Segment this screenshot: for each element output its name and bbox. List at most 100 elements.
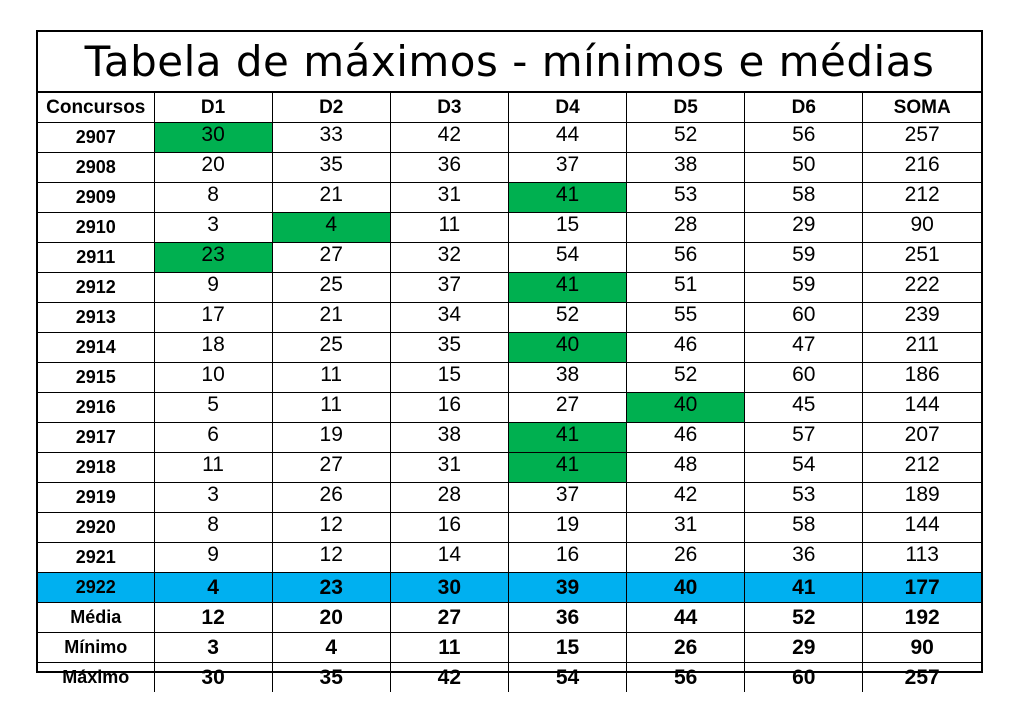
draw-cell-d6: 45 <box>744 392 864 423</box>
cell-text: 8 <box>207 182 219 206</box>
cell-text: 46 <box>673 422 698 446</box>
cell-text: 2922 <box>75 577 116 597</box>
cell-text: 14 <box>437 542 462 566</box>
cell-text: 2921 <box>75 547 116 567</box>
cell-text: 46 <box>673 332 698 356</box>
cell-text: 41 <box>555 422 580 446</box>
cell-text: 207 <box>904 422 940 446</box>
draw-cell-d5: 40 <box>626 572 746 603</box>
draw-cell-d4: 16 <box>507 542 628 573</box>
table-row: 2917 6 19 38 41 46 57 207 <box>38 422 981 453</box>
table-row: 2909 8 21 31 41 53 58 212 <box>38 182 981 213</box>
draw-cell-d2: 11 <box>271 392 391 423</box>
soma-cell: 90 <box>862 632 981 663</box>
soma-cell: 222 <box>862 272 981 303</box>
concurso-code: 2911 <box>38 242 155 273</box>
draw-cell-d5: 53 <box>626 182 746 213</box>
cell-text: 16 <box>555 542 580 566</box>
table-row: 2912 9 25 37 41 51 59 222 <box>38 272 981 303</box>
draw-cell-d5: 51 <box>626 272 746 303</box>
draw-cell-d2: 4 <box>271 632 391 663</box>
draw-cell-d5: 46 <box>626 332 746 363</box>
draw-cell-d5: 26 <box>626 542 746 573</box>
draw-cell-d6: 59 <box>744 272 864 303</box>
cell-text: 58 <box>792 182 816 206</box>
stat-row: Mínimo 3 4 11 15 26 29 90 <box>38 632 981 663</box>
soma-cell: 207 <box>862 422 981 453</box>
cell-text: 41 <box>555 452 580 476</box>
cell-text: 189 <box>904 482 940 506</box>
cell-text: 25 <box>319 272 343 296</box>
cell-text: 36 <box>437 152 462 176</box>
draw-cell-d2: 19 <box>271 422 391 453</box>
draw-cell-d4: 37 <box>507 152 628 183</box>
draw-cell-d2: 26 <box>271 482 391 513</box>
draw-cell-d6: 54 <box>744 452 864 483</box>
table-row: 2915 10 11 15 38 52 60 186 <box>38 362 981 393</box>
draw-cell-d4: 38 <box>507 362 628 393</box>
cell-text: 23 <box>319 575 343 599</box>
cell-text: 38 <box>673 152 698 176</box>
cell-text: 257 <box>904 122 940 146</box>
cell-text: 47 <box>792 332 816 356</box>
cell-text: 53 <box>673 182 698 206</box>
cell-text: 37 <box>555 482 580 506</box>
draw-cell-d4: 15 <box>507 632 628 663</box>
draw-cell-d1: 30 <box>153 122 273 153</box>
draw-cell-d3: 30 <box>389 572 509 603</box>
soma-cell: 239 <box>862 302 981 333</box>
cell-text: 55 <box>673 302 698 326</box>
draw-cell-d3: 11 <box>389 632 509 663</box>
concurso-code: 2918 <box>38 452 155 483</box>
cell-text: 18 <box>201 332 225 356</box>
cell-text: 2911 <box>76 247 116 267</box>
draw-cell-d4: 44 <box>507 122 628 153</box>
cell-text: 11 <box>438 212 461 236</box>
table-row: 2913 17 21 34 52 55 60 239 <box>38 302 981 333</box>
draw-cell-d1: 12 <box>153 602 273 633</box>
concurso-code: 2917 <box>38 422 155 453</box>
cell-text: 212 <box>904 452 940 476</box>
draw-cell-d3: 16 <box>389 512 509 543</box>
draw-cell-d2: 27 <box>271 452 391 483</box>
draw-cell-d5: 28 <box>626 212 746 243</box>
cell-text: 48 <box>673 452 698 476</box>
cell-text: 34 <box>437 302 462 326</box>
cell-text: 2916 <box>75 397 116 417</box>
draw-cell-d3: 42 <box>389 122 509 153</box>
cell-text: 144 <box>904 512 940 536</box>
draw-cell-d1: 18 <box>153 332 273 363</box>
soma-cell: 186 <box>862 362 981 393</box>
draw-cell-d6: 36 <box>744 542 864 573</box>
cell-text: 41 <box>555 272 580 296</box>
cell-text: 113 <box>905 542 939 566</box>
cell-text: 2908 <box>75 157 116 177</box>
cell-text: 11 <box>438 635 461 659</box>
cell-text: 3 <box>207 482 219 506</box>
draw-cell-d2: 21 <box>271 302 391 333</box>
cell-text: 30 <box>201 122 225 146</box>
header-d2: D2 <box>271 93 391 123</box>
draw-cell-d4: 41 <box>507 182 628 213</box>
cell-text: 4 <box>325 635 338 659</box>
soma-cell: 212 <box>862 182 981 213</box>
concurso-code: 2909 <box>38 182 155 213</box>
cell-text: 15 <box>555 635 580 659</box>
draw-cell-d2: 23 <box>271 572 391 603</box>
cell-text: 45 <box>792 392 816 416</box>
cell-text: 37 <box>555 152 580 176</box>
cell-text: 56 <box>673 242 698 266</box>
draw-cell-d6: 50 <box>744 152 864 183</box>
draw-cell-d4: 15 <box>507 212 628 243</box>
soma-cell: 216 <box>862 152 981 183</box>
draw-cell-d3: 28 <box>389 482 509 513</box>
cell-text: 54 <box>555 242 580 266</box>
draw-cell-d5: 46 <box>626 422 746 453</box>
draw-cell-d3: 37 <box>389 272 509 303</box>
cell-text: 21 <box>319 302 343 326</box>
results-table-frame: Tabela de máximos - mínimos e médias Con… <box>36 30 983 692</box>
soma-cell: 251 <box>862 242 981 273</box>
cell-text: 42 <box>673 482 698 506</box>
cell-text: 60 <box>792 665 816 689</box>
draw-cell-d6: 56 <box>744 122 864 153</box>
